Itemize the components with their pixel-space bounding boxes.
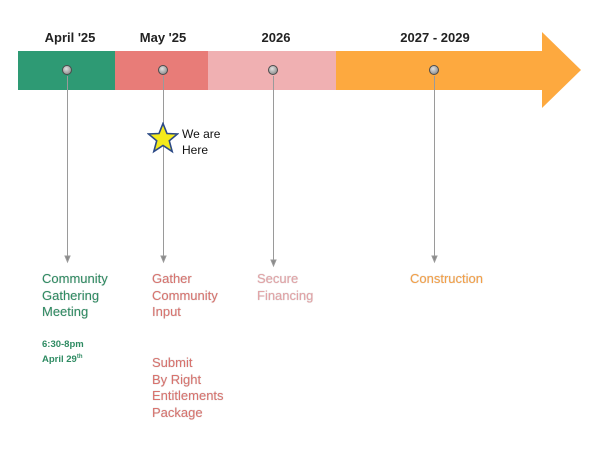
star-icon [147, 122, 179, 154]
header-2027-2029: 2027 - 2029 [400, 30, 470, 45]
we-are-here-label: We are Here [182, 127, 221, 157]
milestone-dot-april-25 [62, 65, 72, 75]
header-april-25: April '25 [44, 30, 96, 45]
gather-community-input-label: Gather Community Input [152, 271, 218, 319]
submit-entitlements-label: Submit By Right Entitlements Package [152, 355, 224, 420]
construction-label: Construction [410, 271, 483, 286]
header-may-25: May '25 [139, 30, 187, 45]
milestone-dot-may-25 [158, 65, 168, 75]
header-2026: 2026 [261, 30, 291, 45]
community-gathering-time: 6:30-8pm April 29th [42, 339, 84, 366]
secure-financing-label: Secure Financing [257, 271, 314, 303]
timeline-segment-2027-2029 [336, 51, 543, 90]
community-gathering-meeting-label: Community Gathering Meeting [42, 271, 108, 319]
milestone-dot-2027-2029 [429, 65, 439, 75]
milestone-dot-2026 [268, 65, 278, 75]
